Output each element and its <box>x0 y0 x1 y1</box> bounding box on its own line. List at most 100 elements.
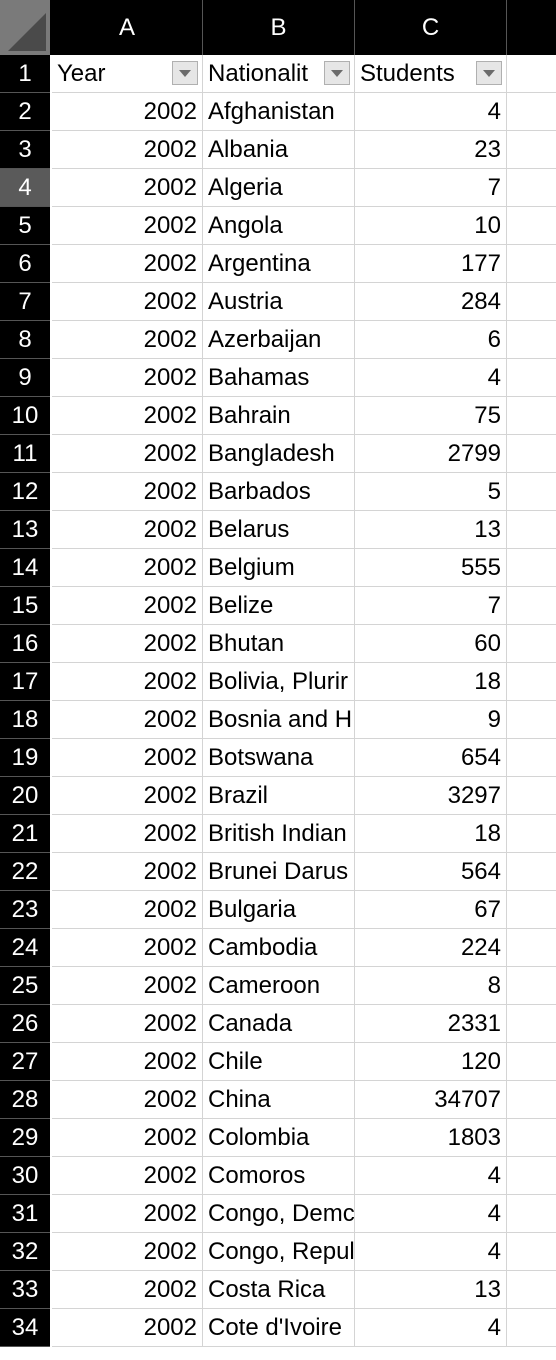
cell-nationality[interactable]: Belarus <box>203 511 355 549</box>
cell-students[interactable]: 6 <box>355 321 507 359</box>
cell-students[interactable]: 3297 <box>355 777 507 815</box>
empty-cell[interactable] <box>507 131 556 169</box>
cell-students[interactable]: 4 <box>355 1233 507 1271</box>
column-header-a[interactable]: A <box>52 0 203 55</box>
cell-students[interactable]: 34707 <box>355 1081 507 1119</box>
cell-students[interactable]: 2331 <box>355 1005 507 1043</box>
empty-cell[interactable] <box>507 777 556 815</box>
cell-year[interactable]: 2002 <box>52 1157 203 1195</box>
row-number[interactable]: 28 <box>0 1081 50 1119</box>
cell-year[interactable]: 2002 <box>52 815 203 853</box>
cell-nationality[interactable]: Bahamas <box>203 359 355 397</box>
column-header-b[interactable]: B <box>203 0 355 55</box>
row-number[interactable]: 12 <box>0 473 50 511</box>
row-number[interactable]: 32 <box>0 1233 50 1271</box>
row-number[interactable]: 13 <box>0 511 50 549</box>
empty-cell[interactable] <box>507 739 556 777</box>
filter-dropdown-icon[interactable] <box>476 61 502 85</box>
cell-students[interactable]: 4 <box>355 1309 507 1347</box>
empty-cell[interactable] <box>507 283 556 321</box>
row-number[interactable]: 6 <box>0 245 50 283</box>
cell-year[interactable]: 2002 <box>52 93 203 131</box>
empty-cell[interactable] <box>507 967 556 1005</box>
cell-year[interactable]: 2002 <box>52 1309 203 1347</box>
row-number[interactable]: 8 <box>0 321 50 359</box>
filter-dropdown-icon[interactable] <box>324 61 350 85</box>
empty-cell[interactable] <box>507 891 556 929</box>
empty-cell[interactable] <box>507 549 556 587</box>
cell-nationality[interactable]: Barbados <box>203 473 355 511</box>
cell-students[interactable]: 60 <box>355 625 507 663</box>
cell-nationality[interactable]: Botswana <box>203 739 355 777</box>
empty-cell[interactable] <box>507 1157 556 1195</box>
row-number[interactable]: 22 <box>0 853 50 891</box>
empty-cell[interactable] <box>507 169 556 207</box>
cell-year[interactable]: 2002 <box>52 321 203 359</box>
row-number[interactable]: 34 <box>0 1309 50 1347</box>
cell-year[interactable]: 2002 <box>52 929 203 967</box>
empty-cell[interactable] <box>507 1119 556 1157</box>
cell-students[interactable]: 7 <box>355 587 507 625</box>
empty-cell[interactable] <box>507 1081 556 1119</box>
cell-year[interactable]: 2002 <box>52 207 203 245</box>
cell-students[interactable]: 564 <box>355 853 507 891</box>
empty-cell[interactable] <box>507 1233 556 1271</box>
empty-cell[interactable] <box>507 1043 556 1081</box>
cell-students[interactable]: 1803 <box>355 1119 507 1157</box>
column-header-d[interactable] <box>507 0 556 55</box>
row-number[interactable]: 29 <box>0 1119 50 1157</box>
row-number[interactable]: 10 <box>0 397 50 435</box>
cell-students[interactable]: 18 <box>355 815 507 853</box>
empty-cell[interactable] <box>507 435 556 473</box>
row-number[interactable]: 21 <box>0 815 50 853</box>
empty-cell[interactable] <box>507 929 556 967</box>
cell-year[interactable]: 2002 <box>52 549 203 587</box>
cell-nationality[interactable]: Brunei Darus <box>203 853 355 891</box>
empty-cell[interactable] <box>507 587 556 625</box>
cell-year[interactable]: 2002 <box>52 283 203 321</box>
cell-nationality[interactable]: Colombia <box>203 1119 355 1157</box>
cell-nationality[interactable]: Austria <box>203 283 355 321</box>
cell-nationality[interactable]: Bulgaria <box>203 891 355 929</box>
row-number[interactable]: 15 <box>0 587 50 625</box>
cell-year[interactable]: 2002 <box>52 1271 203 1309</box>
cell-year[interactable]: 2002 <box>52 625 203 663</box>
cell-students[interactable]: 555 <box>355 549 507 587</box>
empty-cell[interactable] <box>507 245 556 283</box>
cell-students[interactable]: 8 <box>355 967 507 1005</box>
cell-nationality[interactable]: Cameroon <box>203 967 355 1005</box>
row-number[interactable]: 9 <box>0 359 50 397</box>
cell-nationality[interactable]: Bahrain <box>203 397 355 435</box>
row-number[interactable]: 16 <box>0 625 50 663</box>
row-number[interactable]: 17 <box>0 663 50 701</box>
cell-year[interactable]: 2002 <box>52 853 203 891</box>
cell-year[interactable]: 2002 <box>52 131 203 169</box>
cell-students[interactable]: 13 <box>355 511 507 549</box>
cell-students[interactable]: 7 <box>355 169 507 207</box>
empty-cell[interactable] <box>507 815 556 853</box>
cell-nationality[interactable]: Congo, Demc <box>203 1195 355 1233</box>
empty-cell[interactable] <box>507 663 556 701</box>
empty-cell[interactable] <box>507 55 556 93</box>
filter-dropdown-icon[interactable] <box>172 61 198 85</box>
empty-cell[interactable] <box>507 359 556 397</box>
cell-nationality[interactable]: Belize <box>203 587 355 625</box>
cell-nationality[interactable]: Cote d'Ivoire <box>203 1309 355 1347</box>
cell-students[interactable]: 120 <box>355 1043 507 1081</box>
row-number[interactable]: 4 <box>0 169 50 207</box>
select-all-corner[interactable] <box>0 0 50 55</box>
cell-year[interactable]: 2002 <box>52 1081 203 1119</box>
cell-nationality[interactable]: Azerbaijan <box>203 321 355 359</box>
cell-students[interactable]: 4 <box>355 1195 507 1233</box>
cell-nationality[interactable]: Chile <box>203 1043 355 1081</box>
cell-nationality[interactable]: Bangladesh <box>203 435 355 473</box>
empty-cell[interactable] <box>507 1309 556 1347</box>
column-header-c[interactable]: C <box>355 0 507 55</box>
empty-cell[interactable] <box>507 321 556 359</box>
cell-students[interactable]: 177 <box>355 245 507 283</box>
cell-students[interactable]: 5 <box>355 473 507 511</box>
cell-nationality[interactable]: Algeria <box>203 169 355 207</box>
cell-students[interactable]: 4 <box>355 359 507 397</box>
cell-nationality[interactable]: Cambodia <box>203 929 355 967</box>
empty-cell[interactable] <box>507 625 556 663</box>
